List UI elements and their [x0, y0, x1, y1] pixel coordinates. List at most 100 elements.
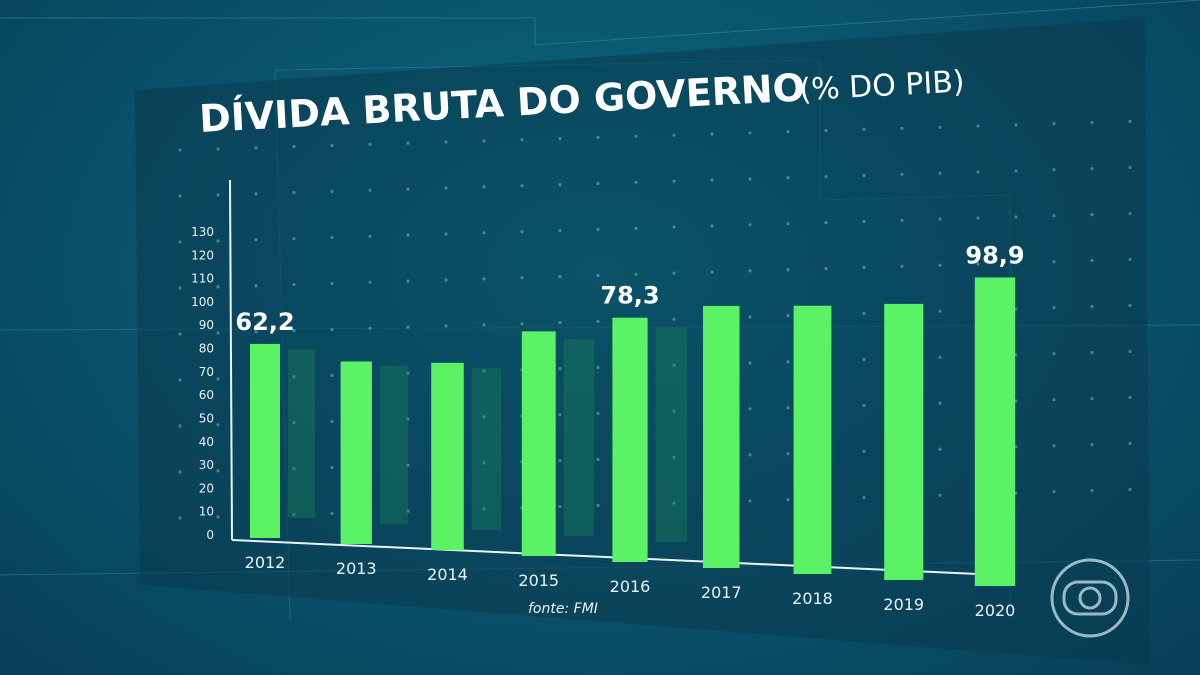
- panel-dot: [1090, 305, 1094, 309]
- panel-dot: [1128, 257, 1132, 262]
- panel-dot: [444, 186, 448, 190]
- panel-dot: [1090, 489, 1094, 493]
- panel-dot: [938, 263, 942, 267]
- panel-dot: [1052, 306, 1056, 310]
- panel-dot: [482, 369, 486, 373]
- panel-dot: [216, 469, 220, 473]
- panel-dot: [710, 224, 714, 228]
- panel-dot: [748, 315, 752, 319]
- panel-dot: [482, 185, 486, 189]
- y-tick-label: 0: [206, 528, 214, 542]
- panel-dot: [1014, 261, 1018, 265]
- bar-shadow: [288, 349, 315, 518]
- panel-dot: [1128, 395, 1132, 400]
- y-tick-label: 110: [191, 272, 214, 286]
- panel-dot: [216, 331, 220, 335]
- panel-dot: [634, 272, 638, 276]
- panel-dot: [1014, 215, 1018, 219]
- panel-dot: [748, 177, 752, 181]
- x-tick-label: 2012: [245, 553, 286, 572]
- panel-dot: [938, 355, 942, 359]
- panel-dot: [938, 171, 942, 175]
- panel-dot: [824, 267, 828, 271]
- panel-dot: [900, 264, 904, 268]
- panel-dot: [786, 314, 790, 318]
- panel-dot: [368, 326, 372, 330]
- panel-dot: [862, 265, 866, 270]
- panel-dot: [558, 367, 562, 371]
- y-tick-label: 80: [199, 342, 214, 356]
- value-label: 98,9: [965, 241, 1024, 269]
- panel-dot: [672, 409, 676, 413]
- x-tick-label: 2020: [975, 601, 1016, 620]
- panel-dot: [596, 135, 600, 140]
- panel-dot: [368, 234, 372, 238]
- panel-dot: [368, 280, 372, 284]
- panel-dot: [1052, 168, 1056, 172]
- panel-dot: [862, 311, 866, 316]
- panel-dot: [178, 516, 182, 520]
- bar-2020: [974, 277, 1016, 586]
- panel-dot: [330, 235, 334, 240]
- panel-dot: [444, 232, 448, 236]
- panel-dot: [1128, 441, 1132, 446]
- panel-dot: [558, 137, 562, 141]
- panel-dot: [1052, 122, 1056, 126]
- panel-dot: [976, 124, 980, 128]
- y-axis: [229, 179, 233, 541]
- panel-dot: [938, 493, 942, 497]
- panel-dot: [178, 470, 182, 474]
- panel-dot: [254, 238, 258, 242]
- panel-dot: [672, 317, 676, 321]
- panel-dot: [634, 226, 638, 230]
- value-labels: 62,2 78,3 98,9: [235, 241, 1024, 336]
- bar-2013: [340, 361, 372, 544]
- panel-dot: [216, 423, 220, 427]
- panel-dot: [292, 190, 296, 195]
- panel-dot: [292, 144, 296, 149]
- panel-dot: [672, 455, 676, 459]
- bar-2014: [431, 362, 464, 550]
- panel-dot: [862, 357, 866, 362]
- source-note: fonte: FMI: [528, 601, 598, 617]
- panel-dot: [178, 240, 182, 244]
- panel-dot: [1128, 349, 1132, 354]
- bar-shadow: [655, 327, 688, 542]
- panel-dot: [482, 507, 486, 511]
- panel-dot: [558, 321, 562, 325]
- panel-dot: [672, 363, 676, 367]
- panel-dot: [558, 413, 562, 417]
- panel-dot: [938, 401, 942, 405]
- panel-dot: [824, 175, 828, 179]
- bar-2012: [250, 343, 280, 538]
- panel-dot: [596, 411, 600, 416]
- panel-dot: [558, 229, 562, 233]
- panel-dot: [862, 219, 866, 224]
- panel-dot: [254, 146, 258, 150]
- panel-dot: [330, 189, 334, 194]
- panel-dot: [634, 180, 638, 184]
- panel-dot: [406, 141, 410, 145]
- panel-dot: [558, 459, 562, 463]
- panel-dot: [1128, 487, 1132, 492]
- y-tick-label: 90: [199, 318, 214, 332]
- panel-dot: [406, 463, 410, 467]
- x-tick-label: 2019: [883, 595, 924, 614]
- panel-dot: [1090, 443, 1094, 447]
- panel-dot: [672, 501, 676, 505]
- panel-dot: [1090, 351, 1094, 355]
- bar-shadow: [379, 366, 409, 524]
- panel-dot: [254, 330, 258, 334]
- panel-dot: [596, 365, 600, 370]
- panel-dot: [178, 332, 182, 336]
- panel-dot: [520, 184, 524, 188]
- panel-dot: [406, 279, 410, 283]
- panel-dot: [596, 457, 600, 462]
- panel-dot: [786, 360, 790, 364]
- bars: [250, 277, 1016, 586]
- panel-dot: [786, 498, 790, 502]
- bar-2018: [793, 305, 832, 574]
- panel-dot: [520, 138, 524, 142]
- panel-dot: [862, 127, 866, 132]
- panel-dot: [786, 222, 790, 226]
